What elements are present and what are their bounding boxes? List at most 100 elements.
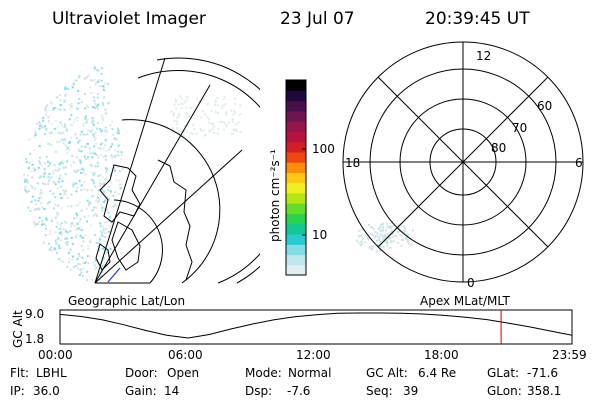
aurora-pixel [43, 167, 46, 170]
aurora-pixel [31, 186, 34, 189]
aurora-pixel [30, 170, 33, 173]
aurora-pixel [101, 265, 104, 268]
aurora-pixel [53, 164, 56, 167]
aurora-pixel [176, 127, 179, 130]
aurora-pixel [33, 221, 36, 224]
aurora-pixel [33, 148, 36, 151]
aurora-pixel [119, 158, 122, 161]
aurora-pixel [56, 187, 59, 190]
aurora-pixel [55, 225, 58, 228]
aurora-pixel [407, 234, 409, 237]
aurora-pixel [94, 131, 97, 134]
aurora-pixel [42, 182, 45, 185]
aurora-pixel [40, 191, 43, 194]
aurora-pixel [117, 129, 120, 132]
aurora-pixel [54, 240, 57, 243]
status-label-mode: Mode: [245, 366, 282, 380]
aurora-pixel [93, 206, 96, 209]
aurora-pixel [78, 255, 81, 258]
aurora-pixel [111, 156, 114, 159]
aurora-pixel [68, 149, 71, 152]
aurora-pixel [79, 218, 82, 220]
aurora-pixel [400, 244, 403, 247]
aurora-pixel [84, 173, 87, 176]
aurora-pixel [369, 232, 372, 235]
aurora-pixel [34, 203, 37, 206]
aurora-pixel [173, 103, 176, 106]
aurora-pixel [172, 114, 175, 117]
aurora-pixel [365, 235, 368, 238]
colorbar-cell [286, 131, 306, 143]
status-label-seq: Seq: [366, 384, 393, 398]
aurora-pixel [75, 156, 78, 159]
aurora-pixel [91, 156, 94, 159]
aurora-pixel [63, 220, 66, 223]
aurora-pixel [239, 104, 242, 107]
aurora-pixel [118, 183, 121, 186]
aurora-pixel [78, 97, 81, 100]
aurora-pixel [59, 94, 62, 96]
aurora-pixel [52, 109, 55, 111]
aurora-pixel [72, 265, 75, 268]
aurora-pixel [97, 175, 100, 178]
aurora-pixel [99, 238, 102, 241]
aurora-pixel [66, 265, 69, 268]
aurora-pixel [95, 199, 97, 202]
aurora-pixel [94, 213, 97, 216]
aurora-pixel [384, 233, 386, 236]
aurora-pixel [404, 229, 407, 232]
aurora-pixel [188, 114, 191, 117]
aurora-pixel [52, 107, 55, 110]
aurora-pixel [67, 257, 70, 260]
aurora-pixel [114, 137, 117, 140]
aurora-pixel [405, 236, 408, 239]
aurora-pixel [391, 232, 394, 235]
aurora-pixel [98, 189, 100, 192]
aurora-pixel [389, 225, 392, 228]
aurora-pixel [62, 131, 65, 134]
aurora-pixel [86, 104, 88, 107]
aurora-pixel [227, 121, 230, 124]
aurora-pixel [95, 82, 98, 84]
aurora-pixel [68, 118, 71, 121]
aurora-pixel [55, 242, 58, 245]
aurora-pixel [364, 241, 367, 244]
aurora-pixel [94, 104, 97, 107]
aurora-pixel [189, 131, 192, 134]
status-value-mode: Normal [288, 366, 331, 380]
aurora-pixel [77, 252, 80, 255]
aurora-pixel [44, 108, 47, 111]
aurora-pixel [65, 93, 68, 96]
aurora-pixel [97, 196, 99, 199]
aurora-pixel [52, 170, 55, 173]
aurora-pixel [84, 262, 86, 264]
mlt-label-18: 18 [345, 156, 360, 170]
aurora-pixel [100, 113, 103, 116]
aurora-pixel [80, 101, 83, 104]
aurora-pixel [107, 248, 110, 250]
aurora-pixel [56, 141, 59, 144]
aurora-pixel [101, 67, 104, 70]
aurora-pixel [45, 227, 47, 230]
aurora-pixel [82, 261, 85, 264]
aurora-pixel [208, 118, 211, 121]
aurora-pixel [25, 179, 27, 182]
aurora-pixel [64, 172, 67, 175]
aurora-pixel [37, 166, 40, 169]
colorbar-cell [286, 223, 306, 235]
aurora-pixel [67, 205, 70, 208]
aurora-pixel [187, 115, 190, 118]
aurora-pixel [99, 237, 101, 239]
timeline-axis-label: GC Alt [11, 310, 25, 348]
aurora-pixel [59, 224, 62, 227]
aurora-pixel [49, 230, 51, 233]
aurora-pixel [104, 154, 107, 157]
aurora-pixel [392, 240, 395, 243]
aurora-pixel [38, 145, 41, 147]
aurora-pixel [222, 97, 225, 100]
lat-label-70: 70 [512, 121, 527, 135]
aurora-pixel [220, 120, 223, 123]
aurora-pixel [83, 188, 86, 191]
aurora-pixel [96, 96, 99, 99]
aurora-pixel [97, 79, 100, 82]
